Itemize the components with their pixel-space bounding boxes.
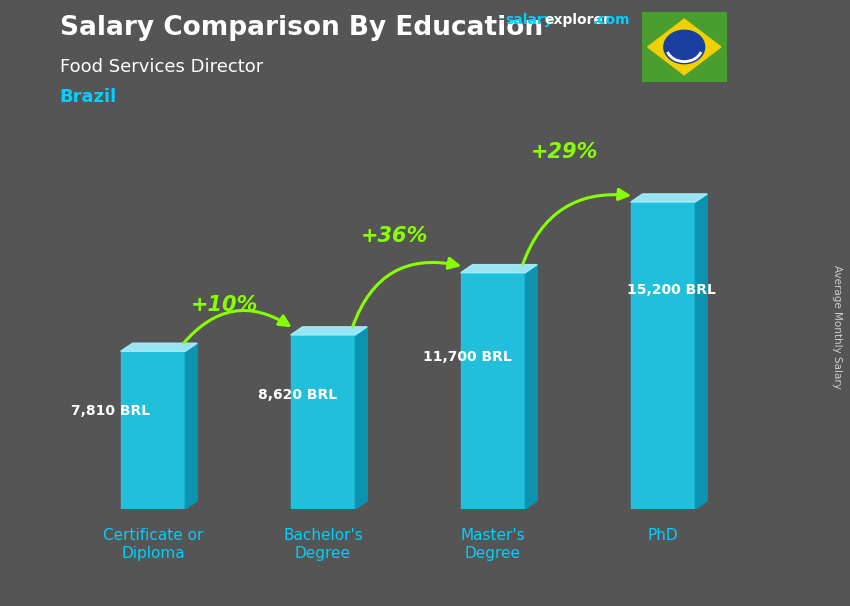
Polygon shape [291,327,367,335]
Circle shape [664,30,705,64]
Text: 11,700 BRL: 11,700 BRL [423,350,512,364]
Polygon shape [185,343,197,509]
Polygon shape [355,327,367,509]
Polygon shape [291,335,355,509]
Polygon shape [631,194,707,202]
Text: +10%: +10% [190,295,258,315]
Text: Food Services Director: Food Services Director [60,58,263,76]
Text: 15,200 BRL: 15,200 BRL [627,283,716,297]
Polygon shape [121,343,197,351]
Text: explorer: explorer [544,13,609,27]
Polygon shape [648,19,721,75]
Text: Brazil: Brazil [60,88,116,106]
Text: 8,620 BRL: 8,620 BRL [258,388,337,402]
Polygon shape [525,265,537,509]
Text: 7,810 BRL: 7,810 BRL [71,404,150,418]
Text: +29%: +29% [530,141,598,162]
Polygon shape [121,351,185,509]
Polygon shape [461,273,525,509]
Text: +36%: +36% [360,226,428,247]
Polygon shape [461,265,537,273]
Polygon shape [631,202,695,509]
Text: Average Monthly Salary: Average Monthly Salary [832,265,842,389]
Text: .com: .com [592,13,630,27]
Polygon shape [695,194,707,509]
Text: salary: salary [506,13,553,27]
Text: Salary Comparison By Education: Salary Comparison By Education [60,15,542,41]
